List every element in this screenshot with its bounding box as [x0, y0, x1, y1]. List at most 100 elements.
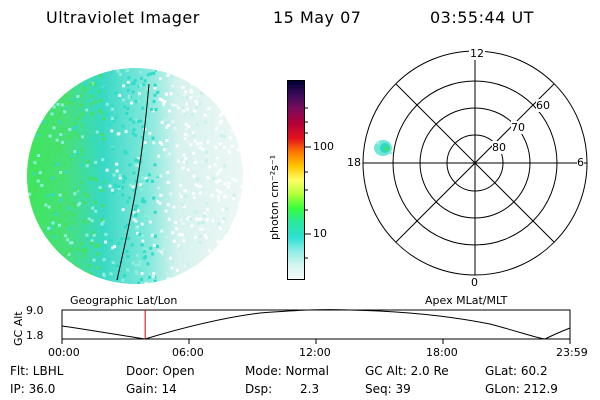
earth-speckle [236, 148, 240, 152]
earth-speckle [136, 209, 140, 213]
earth-speckle [182, 153, 186, 157]
earth-speckle [196, 95, 200, 98]
earth-speckle [65, 198, 69, 202]
earth-speckle [113, 245, 117, 248]
earth-speckle [240, 185, 243, 189]
earth-speckle [140, 243, 144, 247]
earth-speckle [115, 169, 119, 173]
earth-speckle [223, 182, 227, 186]
earth-speckle [102, 117, 106, 121]
earth-speckle [73, 192, 77, 196]
earth-speckle [145, 179, 149, 183]
earth-speckle [134, 207, 137, 211]
earth-speckle [184, 90, 188, 94]
earth-speckle [195, 217, 199, 221]
info-glon: GLon: 212.9 [485, 382, 558, 396]
earth-speckle [183, 112, 187, 116]
earth-speckle [146, 73, 150, 77]
earth-speckle [192, 196, 196, 200]
earth-speckle [179, 245, 183, 249]
earth-speckle [115, 162, 119, 166]
earth-speckle [90, 239, 94, 243]
earth-speckle [157, 249, 161, 253]
earth-speckle [65, 251, 69, 255]
earth-speckle [43, 228, 47, 232]
earth-speckle [53, 235, 57, 239]
earth-speckle [229, 126, 233, 130]
earth-speckle [90, 138, 94, 142]
earth-speckle [111, 107, 114, 111]
earth-speckle [196, 177, 199, 181]
earth-speckle [126, 80, 130, 84]
earth-speckle [107, 178, 111, 182]
earth-speckle [62, 161, 66, 165]
earth-speckle [194, 210, 197, 214]
earth-speckle [143, 255, 147, 259]
earth-speckle [116, 69, 120, 73]
earth-speckle [102, 258, 106, 262]
earth-speckle [165, 235, 169, 239]
earth-speckle [56, 162, 59, 166]
earth-speckle [207, 229, 211, 233]
earth-speckle [106, 113, 110, 117]
timeline-tick-2359: 23:59 [556, 346, 588, 359]
earth-speckle [169, 92, 173, 96]
earth-speckle [152, 272, 156, 275]
earth-speckle [121, 193, 125, 197]
earth-speckle [141, 197, 145, 201]
earth-speckle [194, 235, 197, 239]
earth-speckle [154, 234, 157, 238]
earth-speckle [47, 226, 51, 230]
earth-speckle [181, 110, 185, 114]
earth-speckle [231, 177, 235, 181]
earth-speckle [211, 219, 215, 223]
earth-speckle [165, 148, 169, 152]
earth-speckle [148, 131, 152, 135]
earth-speckle [139, 188, 143, 192]
earth-speckle [176, 106, 180, 110]
earth-speckle [166, 272, 170, 276]
earth-speckle [134, 163, 138, 167]
earth-speckle [45, 158, 49, 162]
earth-speckle [194, 100, 198, 103]
earth-speckle [141, 239, 145, 243]
earth-speckle [227, 205, 231, 209]
earth-speckle [140, 199, 144, 203]
earth-speckle [112, 191, 115, 194]
earth-speckle [136, 159, 140, 163]
earth-speckle [166, 203, 170, 207]
earth-speckle [46, 133, 50, 137]
earth-speckle [111, 246, 115, 250]
earth-speckle [82, 86, 86, 90]
earth-speckle [83, 192, 86, 196]
earth-speckle [57, 146, 61, 150]
earth-speckle [166, 181, 170, 184]
earth-speckle [210, 193, 214, 197]
earth-speckle [206, 115, 210, 119]
earth-speckle [162, 247, 166, 251]
earth-speckle [69, 248, 73, 252]
earth-speckle [127, 196, 131, 200]
earth-speckle [183, 195, 187, 199]
earth-speckle [86, 194, 90, 198]
earth-speckle [68, 135, 71, 139]
earth-speckle [101, 204, 105, 208]
earth-speckle [140, 234, 144, 238]
earth-speckle [186, 217, 190, 221]
earth-speckle [178, 233, 182, 237]
earth-speckle [185, 102, 189, 106]
earth-speckle [183, 137, 187, 141]
earth-speckle [137, 281, 140, 284]
earth-speckle [121, 208, 125, 212]
earth-speckle [58, 193, 62, 197]
timeline-left-label: Geographic Lat/Lon [70, 294, 178, 307]
earth-speckle [153, 93, 157, 97]
earth-speckle [50, 112, 54, 116]
earth-speckle [159, 77, 162, 81]
earth-speckle [101, 158, 105, 162]
earth-speckle [165, 125, 169, 129]
earth-speckle [60, 172, 64, 176]
earth-speckle [80, 180, 84, 184]
earth-speckle [156, 200, 160, 203]
